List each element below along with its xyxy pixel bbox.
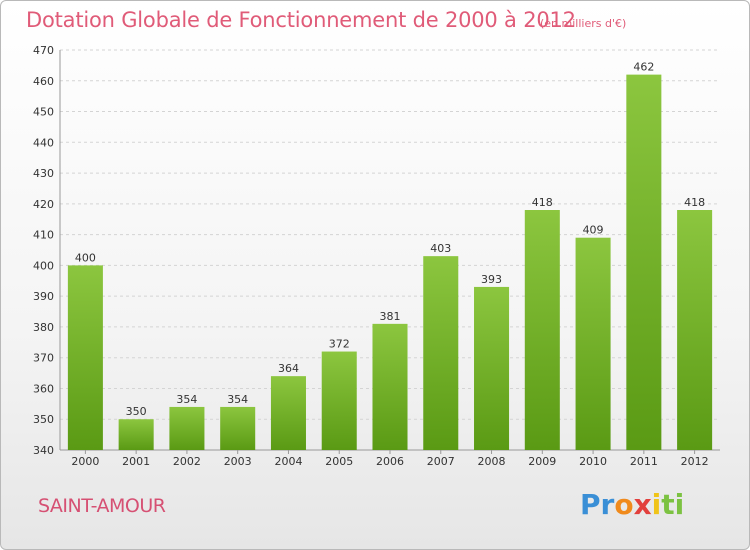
chart-title: Dotation Globale de Fonctionnement de 20… [26,8,576,32]
value-labels: 400 350 354 354 364 372 381 403 393 418 409 462 418 [75,61,705,419]
bar-2007 [423,256,459,450]
bars [67,74,713,450]
y-tick-label: 450 [33,106,54,119]
bar-2010 [575,237,611,450]
y-tick-label: 370 [33,352,54,365]
bar-2000 [67,265,103,450]
chart-unit: (en milliers d'€) [540,17,627,30]
y-tick-label: 460 [33,75,54,88]
x-tick-label: 2007 [427,455,455,468]
value-label-2001: 350 [126,405,147,418]
y-tick-label: 360 [33,382,54,395]
bar-2008 [474,286,510,450]
y-axis-ticks: 340 350 360 370 380 390 400 410 420 430 440 450 460 4… [33,44,54,457]
bar-2001 [118,419,154,450]
y-tick-label: 430 [33,167,54,180]
y-tick-label: 400 [33,259,54,272]
x-tick-label: 2001 [122,455,150,468]
value-label-2009: 418 [532,196,553,209]
x-tick-label: 2009 [528,455,556,468]
x-tick-label: 2002 [173,455,201,468]
logo-part-1: Pr [580,488,615,521]
value-label-2008: 393 [481,273,502,286]
y-tick-label: 380 [33,321,54,334]
logo-part-2: o [614,488,634,521]
y-tick-label: 340 [33,444,54,457]
value-label-2006: 381 [380,310,401,323]
bar-2003 [220,406,256,450]
x-axis-ticks: 2000 2001 2002 2003 2004 2005 2006 2007 2008 2009… [71,450,709,468]
value-label-2000: 400 [75,251,96,264]
value-label-2011: 462 [633,61,654,74]
value-label-2002: 354 [176,393,197,406]
y-tick-label: 470 [33,44,54,57]
bar-2005 [321,351,357,450]
x-tick-label: 2006 [376,455,404,468]
bar-2002 [169,406,205,450]
bar-2006 [372,323,408,450]
bar-2011 [626,74,662,450]
y-tick-label: 390 [33,290,54,303]
x-tick-label: 2000 [71,455,99,468]
x-tick-label: 2011 [630,455,658,468]
logo-part-4: i [651,488,662,521]
value-label-2005: 372 [329,338,350,351]
y-tick-label: 440 [33,136,54,149]
y-tick-label: 420 [33,198,54,211]
logo-part-5: ti [661,488,685,521]
value-label-2010: 409 [583,224,604,237]
value-label-2003: 354 [227,393,248,406]
x-tick-label: 2005 [325,455,353,468]
value-label-2004: 364 [278,362,299,375]
x-tick-label: 2004 [274,455,302,468]
x-tick-label: 2010 [579,455,607,468]
y-tick-label: 350 [33,413,54,426]
x-tick-label: 2008 [478,455,506,468]
y-tick-label: 410 [33,229,54,242]
commune-name: SAINT-AMOUR [38,495,166,517]
logo-part-3: x [633,488,652,521]
bar-2009 [524,210,560,450]
x-tick-label: 2012 [681,455,709,468]
bar-2004 [270,376,306,450]
value-label-2012: 418 [684,196,705,209]
bar-2012 [677,210,713,450]
value-label-2007: 403 [430,242,451,255]
x-tick-label: 2003 [224,455,252,468]
proxiti-logo: Proxiti [580,488,684,521]
